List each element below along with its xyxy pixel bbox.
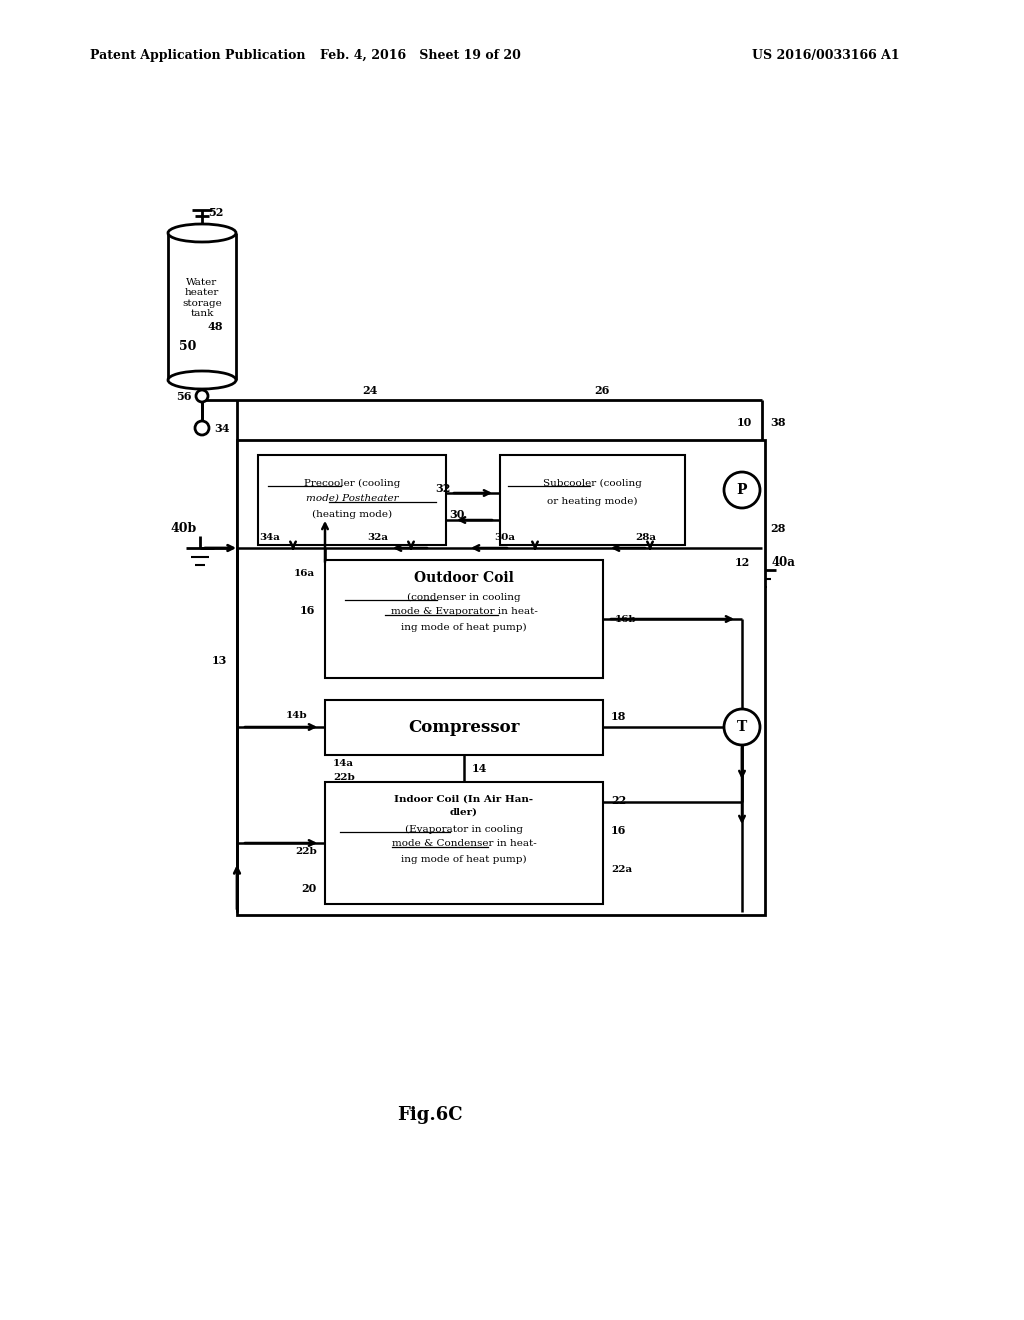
Text: Compressor: Compressor: [409, 718, 520, 735]
Text: 16b: 16b: [615, 615, 637, 623]
Text: dler): dler): [450, 808, 478, 817]
Text: Precooler (cooling: Precooler (cooling: [304, 478, 400, 487]
Text: Subcooler (cooling: Subcooler (cooling: [543, 478, 641, 487]
Text: 34: 34: [214, 422, 229, 433]
Bar: [325, 781, 603, 904]
Text: Fig.6C: Fig.6C: [397, 1106, 463, 1125]
Text: 50: 50: [178, 339, 196, 352]
Bar: [325, 700, 603, 755]
Text: 14: 14: [472, 763, 487, 774]
Text: 26: 26: [594, 384, 609, 396]
Bar: [325, 560, 603, 678]
Text: (Evaporator in cooling: (Evaporator in cooling: [406, 825, 523, 833]
Text: 16: 16: [300, 605, 315, 615]
Text: 24: 24: [362, 384, 378, 396]
Text: 28a: 28a: [636, 533, 656, 543]
Text: 32: 32: [435, 483, 451, 494]
Text: 22b: 22b: [333, 772, 354, 781]
Bar: [500, 455, 685, 545]
Text: Outdoor Coil: Outdoor Coil: [414, 572, 514, 585]
Text: 20: 20: [302, 883, 317, 895]
Text: 14a: 14a: [333, 759, 354, 767]
Text: Water
heater
storage
tank: Water heater storage tank: [182, 279, 222, 318]
Text: T: T: [737, 719, 748, 734]
Text: 12: 12: [735, 557, 750, 568]
Text: 38: 38: [770, 417, 785, 428]
Text: 30: 30: [450, 510, 465, 520]
Bar: [237, 440, 765, 915]
Text: 22: 22: [611, 795, 627, 805]
Text: 22a: 22a: [611, 866, 632, 874]
Text: 48: 48: [208, 321, 223, 331]
Text: Patent Application Publication: Patent Application Publication: [90, 49, 305, 62]
Text: 13: 13: [212, 655, 227, 665]
Text: mode & Condenser in heat-: mode & Condenser in heat-: [391, 840, 537, 849]
Text: 40a: 40a: [772, 556, 796, 569]
Ellipse shape: [168, 371, 236, 389]
Circle shape: [196, 389, 208, 403]
Circle shape: [724, 709, 760, 744]
Ellipse shape: [168, 224, 236, 242]
Text: Feb. 4, 2016   Sheet 19 of 20: Feb. 4, 2016 Sheet 19 of 20: [319, 49, 520, 62]
Text: Indoor Coil (In Air Han-: Indoor Coil (In Air Han-: [394, 795, 534, 804]
Circle shape: [195, 421, 209, 436]
Circle shape: [724, 473, 760, 508]
Text: 22b: 22b: [295, 846, 317, 855]
Text: 32a: 32a: [368, 533, 388, 543]
Text: 16a: 16a: [294, 569, 315, 578]
Text: 56: 56: [176, 391, 193, 401]
Text: (condenser in cooling: (condenser in cooling: [408, 593, 521, 602]
Text: or heating mode): or heating mode): [547, 496, 637, 506]
Text: 28: 28: [770, 523, 785, 533]
Text: 30a: 30a: [495, 533, 515, 543]
Text: 34a: 34a: [259, 533, 280, 543]
Text: (heating mode): (heating mode): [312, 510, 392, 519]
Text: 16: 16: [611, 825, 627, 836]
Text: mode) Postheater: mode) Postheater: [306, 494, 398, 503]
Text: 52: 52: [208, 207, 223, 219]
Text: 14b: 14b: [286, 710, 307, 719]
Text: P: P: [736, 483, 748, 498]
Text: mode & Evaporator in heat-: mode & Evaporator in heat-: [390, 607, 538, 616]
Text: US 2016/0033166 A1: US 2016/0033166 A1: [753, 49, 900, 62]
Text: ing mode of heat pump): ing mode of heat pump): [401, 854, 526, 863]
Text: 40b: 40b: [171, 521, 197, 535]
Text: ing mode of heat pump): ing mode of heat pump): [401, 623, 526, 631]
Text: 10: 10: [736, 417, 752, 428]
Text: 18: 18: [611, 711, 627, 722]
Bar: [258, 455, 446, 545]
